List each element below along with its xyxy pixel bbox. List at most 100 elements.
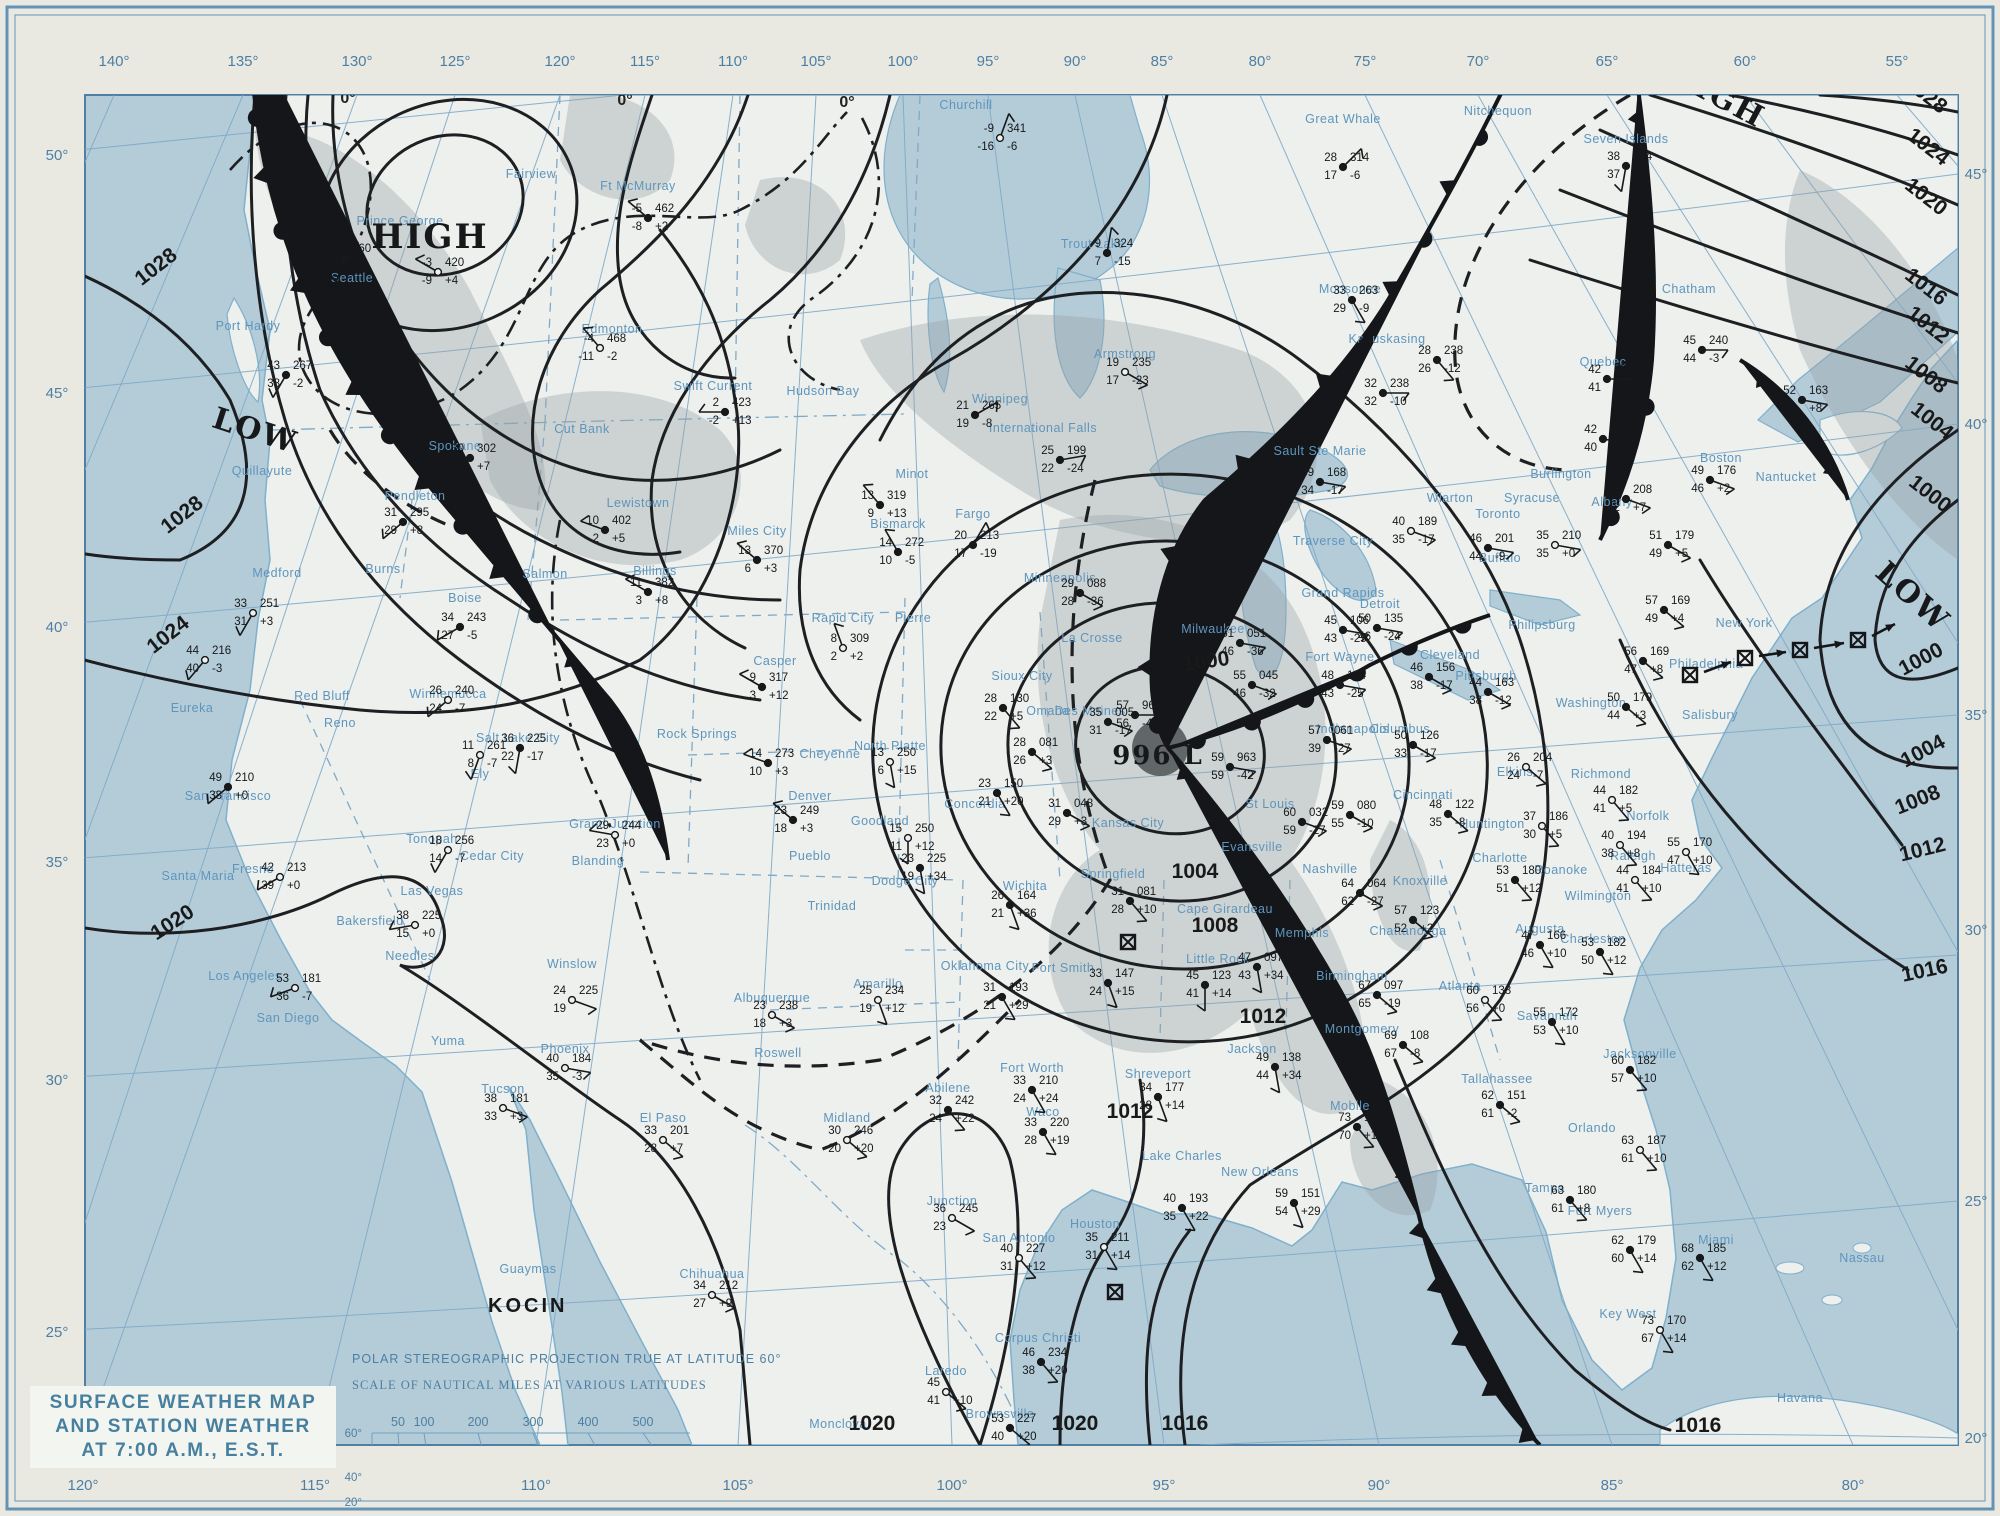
lon-label-bottom: 90°: [1368, 1477, 1391, 1494]
station-pressure: 138: [1282, 1052, 1301, 1064]
station-plot: 36 23 245: [933, 1203, 978, 1236]
wind-barb: [470, 754, 481, 780]
city-label: Seven Islands: [1583, 132, 1668, 146]
wind-barb-tick: [1626, 378, 1634, 388]
city-label: North Platte: [854, 739, 926, 753]
station-plot: 31 21 193 +29: [983, 982, 1029, 1021]
station-dot: [757, 682, 767, 692]
station-plot: 44 38 163 -12: [1469, 677, 1514, 710]
station-pressure-change: +3: [779, 1018, 792, 1030]
wind-barb: [582, 327, 601, 349]
wind-barb-tick: [1138, 384, 1148, 390]
wind-barb: [1663, 609, 1685, 628]
station-plot: 13 9 319 +13: [861, 483, 907, 520]
city-label: Washington: [1556, 696, 1627, 710]
station-dewpoint: 40: [1584, 442, 1597, 454]
wind-barb-tick: [1443, 379, 1454, 382]
lon-label-top: 60°: [1734, 53, 1757, 70]
lat-label-right: 20°: [1965, 1430, 1988, 1447]
wind-barb-tick: [785, 1027, 795, 1033]
station-dot: [1638, 656, 1648, 666]
wind-barb: [1699, 1257, 1714, 1281]
station-pressure: 225: [927, 853, 946, 865]
station-pressure-change: +5: [1010, 711, 1023, 723]
station-dot: [1372, 990, 1382, 1000]
station-pressure-change: +2: [850, 651, 863, 663]
wind-barb: [1256, 966, 1263, 993]
wind-barb: [1685, 851, 1700, 875]
station-plot: 32 24 242 +22: [929, 1095, 975, 1132]
station-dot: [1483, 687, 1493, 697]
wind-barb-tick: [1626, 864, 1637, 867]
pressure-center-label: HIGH: [371, 217, 488, 257]
station-dewpoint: 2: [831, 651, 837, 663]
lat-label-left: 50°: [46, 147, 69, 164]
station-temperature: 42: [1584, 424, 1597, 436]
wind-barb-tick: [1342, 748, 1352, 756]
station-dot: [658, 1135, 668, 1145]
station-pressure: 150: [1004, 778, 1023, 790]
station-pressure-change: +24: [1039, 1093, 1059, 1105]
station-plot: 47 43 097 +34: [1238, 952, 1284, 994]
wind-barb-tick: [1045, 1152, 1057, 1156]
wind-barb-tick: [1636, 722, 1647, 727]
wind-barb: [1018, 1257, 1037, 1279]
station-dewpoint: 32: [1364, 396, 1377, 408]
station-pressure-change: -17: [1115, 725, 1132, 737]
station-dot: [1565, 1195, 1575, 1205]
wind-barb: [1319, 481, 1346, 488]
wind-barb: [1103, 1246, 1118, 1270]
station-dewpoint: 40: [326, 261, 339, 273]
city-label: Fort Myers: [1568, 1204, 1633, 1218]
station-temperature: 33: [1089, 968, 1102, 980]
station-temperature: 40: [546, 1053, 559, 1065]
station-pressure-change: +8: [1577, 1203, 1590, 1215]
cold-front-pip: [1310, 951, 1327, 968]
station-temperature: 23: [774, 805, 787, 817]
map-title-line1: SURFACE WEATHER MAP: [49, 1392, 317, 1413]
station-pressure: 227: [1026, 1243, 1045, 1255]
station-temperature: 18: [429, 835, 442, 847]
station-dewpoint: 35: [546, 1071, 559, 1083]
station-dot: [788, 815, 798, 825]
station-pressure: 238: [1390, 378, 1409, 390]
wind-barb: [1625, 706, 1647, 725]
city-label: Montgomery: [1325, 1022, 1400, 1036]
cold-front-pip: [1279, 902, 1297, 918]
station-dot: [1103, 978, 1113, 988]
wind-barb: [1709, 479, 1735, 490]
station-dewpoint: 38: [1601, 848, 1614, 860]
warm-front-pip: [1280, 418, 1296, 435]
city-label: Guaymas: [500, 1262, 557, 1276]
city-label: Trinidad: [808, 899, 857, 913]
station-pressure: 172: [1559, 1007, 1578, 1019]
lon-label-top: 140°: [98, 53, 129, 70]
city-label: Chatham: [1662, 282, 1716, 296]
wind-barb-tick: [1632, 1270, 1644, 1274]
wind-barb: [1639, 1149, 1658, 1171]
city-label: Bismarck: [870, 517, 926, 531]
station-plot: 43 38 267 -2: [267, 360, 312, 398]
city-label: Las Vegas: [401, 884, 464, 898]
station-pressure-change: +12: [1707, 1261, 1727, 1273]
wind-barb: [1251, 684, 1277, 695]
lon-label-top: 80°: [1249, 53, 1272, 70]
station-pressure-change: -17: [527, 751, 544, 763]
station-pressure: 061: [1334, 725, 1353, 737]
station-pressure: 324: [1114, 238, 1134, 250]
station-pressure-change: -9: [1359, 303, 1369, 315]
city-label: Norfolk: [1626, 809, 1669, 823]
station-pressure-change: +10: [1559, 1025, 1579, 1037]
city-label: Tonopah: [406, 832, 457, 846]
station-pressure-change: -8: [982, 418, 992, 430]
station-plot: 64 62 064 -27: [1341, 878, 1387, 911]
city-label: Amarillo: [853, 977, 902, 991]
station-dot: [200, 655, 210, 665]
city-label: Winnemucca: [409, 687, 486, 701]
station-dewpoint: 3: [750, 690, 756, 702]
station-pressure: 193: [1189, 1193, 1208, 1205]
station-plot: 37 30 186 +5: [1523, 811, 1568, 848]
station-pressure: 208: [1633, 484, 1652, 496]
lon-label-top: 130°: [341, 53, 372, 70]
